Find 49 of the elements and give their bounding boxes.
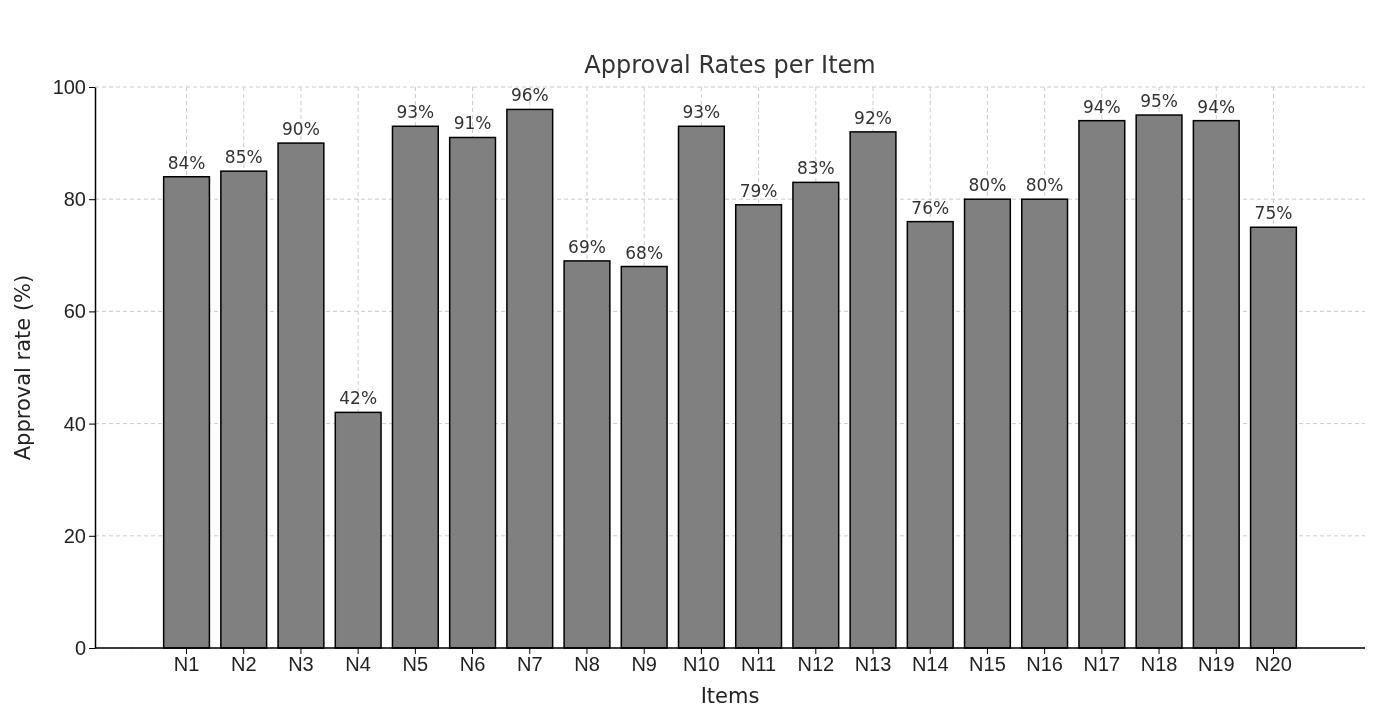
y-tick-label: 0 bbox=[74, 636, 86, 659]
data-label: 96% bbox=[510, 85, 549, 106]
data-label: 94% bbox=[1082, 96, 1121, 117]
x-tick-label: N7 bbox=[516, 653, 543, 676]
x-tick-label: N13 bbox=[854, 653, 892, 676]
data-label: 94% bbox=[1197, 96, 1236, 117]
x-axis-title: Items bbox=[700, 684, 760, 707]
data-label: 95% bbox=[1140, 91, 1178, 112]
x-tick-label: N20 bbox=[1255, 653, 1292, 676]
data-label: 85% bbox=[224, 147, 263, 168]
data-label: 80% bbox=[968, 175, 1007, 196]
x-tick-label: N15 bbox=[969, 653, 1006, 676]
x-tick-label: N12 bbox=[797, 653, 835, 676]
data-label: 79% bbox=[739, 180, 778, 201]
x-tick-label: N16 bbox=[1026, 653, 1063, 676]
data-label: 80% bbox=[1025, 175, 1064, 196]
data-label: 90% bbox=[282, 119, 320, 140]
chart-title: Approval Rates per Item bbox=[584, 51, 876, 79]
y-tick-label: 20 bbox=[63, 524, 86, 547]
x-tick-label: N5 bbox=[402, 653, 429, 676]
x-tick-label: N2 bbox=[230, 653, 257, 676]
x-tick-label: N18 bbox=[1140, 653, 1178, 676]
y-tick-label: 100 bbox=[52, 75, 86, 98]
x-tick-label: N17 bbox=[1083, 653, 1121, 676]
x-tick-label: N10 bbox=[683, 653, 720, 676]
x-tick-label: N19 bbox=[1197, 653, 1235, 676]
x-tick-label: N11 bbox=[740, 653, 777, 676]
data-label: 93% bbox=[682, 102, 721, 123]
data-label: 75% bbox=[1254, 203, 1293, 224]
y-tick-label: 40 bbox=[63, 412, 86, 435]
data-label: 69% bbox=[568, 236, 606, 257]
data-label: 42% bbox=[339, 388, 378, 409]
y-tick-label: 80 bbox=[63, 188, 86, 211]
data-label: 68% bbox=[625, 242, 664, 263]
x-tick-label: N6 bbox=[459, 653, 486, 676]
x-tick-label: N14 bbox=[911, 653, 949, 676]
data-label: 91% bbox=[453, 113, 492, 134]
x-tick-label: N9 bbox=[631, 653, 657, 676]
x-tick-label: N3 bbox=[288, 653, 314, 676]
data-label: 92% bbox=[854, 107, 892, 128]
data-label: 93% bbox=[396, 102, 435, 123]
x-tick-label: N4 bbox=[345, 653, 371, 676]
data-label: 84% bbox=[167, 152, 206, 173]
data-label: 83% bbox=[796, 158, 835, 179]
y-tick-label: 60 bbox=[63, 300, 86, 323]
data-label: 76% bbox=[911, 197, 950, 218]
x-tick-label: N8 bbox=[574, 653, 600, 676]
y-axis-title: Approval rate (%) bbox=[11, 274, 35, 461]
x-tick-label: N1 bbox=[173, 653, 200, 676]
